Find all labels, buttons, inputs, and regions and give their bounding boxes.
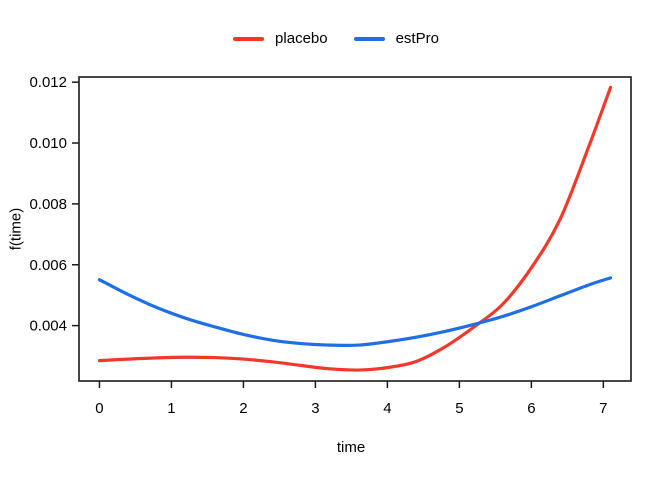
x-tick-label: 3 (311, 400, 319, 417)
x-tick-label: 5 (455, 400, 463, 417)
y-tick-label: 0.004 (29, 318, 67, 335)
legend-line-estpro (353, 37, 385, 41)
x-tick-label: 6 (527, 400, 535, 417)
y-axis-title: f(time) (7, 207, 25, 251)
x-axis-title: time (336, 439, 366, 456)
series-line-estpro (97, 276, 613, 348)
series-line-placebo (97, 85, 613, 372)
legend-item-estpro: estPro (353, 30, 439, 47)
legend-label-placebo: placebo (275, 30, 328, 47)
x-tick-label: 1 (167, 400, 175, 417)
y-axis-ticks: 0.004 0.006 0.008 0.010 0.012 (29, 74, 79, 335)
x-tick-label: 4 (383, 400, 391, 417)
x-axis-ticks: 0 1 2 3 4 5 6 7 (95, 381, 608, 417)
legend-label-estpro: estPro (395, 30, 439, 47)
legend: placebo estPro (0, 30, 672, 48)
x-tick-label: 0 (95, 400, 103, 417)
legend-item-placebo: placebo (233, 31, 328, 47)
plot-box (78, 76, 632, 382)
y-tick-label: 0.006 (29, 257, 67, 274)
y-tick-label: 0.012 (29, 74, 67, 91)
y-tick-label: 0.010 (29, 135, 67, 152)
x-tick-label: 7 (599, 400, 607, 417)
legend-line-placebo (233, 37, 265, 41)
x-tick-label: 2 (239, 400, 247, 417)
y-tick-label: 0.008 (29, 196, 67, 213)
